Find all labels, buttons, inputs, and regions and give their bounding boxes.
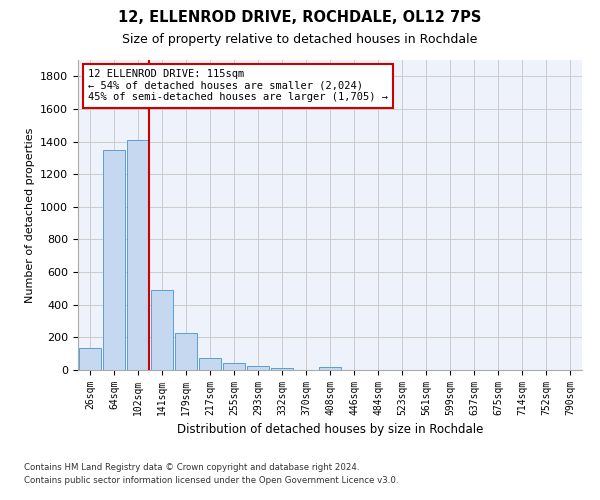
Text: Contains public sector information licensed under the Open Government Licence v3: Contains public sector information licen…	[24, 476, 398, 485]
Bar	[247, 366, 269, 370]
Text: 12 ELLENROD DRIVE: 115sqm
← 54% of detached houses are smaller (2,024)
45% of se: 12 ELLENROD DRIVE: 115sqm ← 54% of detac…	[88, 70, 388, 102]
Bar	[79, 348, 101, 370]
Text: Contains HM Land Registry data © Crown copyright and database right 2024.: Contains HM Land Registry data © Crown c…	[24, 462, 359, 471]
Bar	[127, 140, 149, 370]
Bar	[271, 368, 293, 370]
Bar	[103, 150, 125, 370]
Bar	[223, 362, 245, 370]
Text: Size of property relative to detached houses in Rochdale: Size of property relative to detached ho…	[122, 32, 478, 46]
Y-axis label: Number of detached properties: Number of detached properties	[25, 128, 35, 302]
Bar	[175, 334, 197, 370]
Text: Distribution of detached houses by size in Rochdale: Distribution of detached houses by size …	[177, 422, 483, 436]
Bar	[319, 366, 341, 370]
Text: 12, ELLENROD DRIVE, ROCHDALE, OL12 7PS: 12, ELLENROD DRIVE, ROCHDALE, OL12 7PS	[118, 10, 482, 25]
Bar	[199, 358, 221, 370]
Bar	[151, 290, 173, 370]
